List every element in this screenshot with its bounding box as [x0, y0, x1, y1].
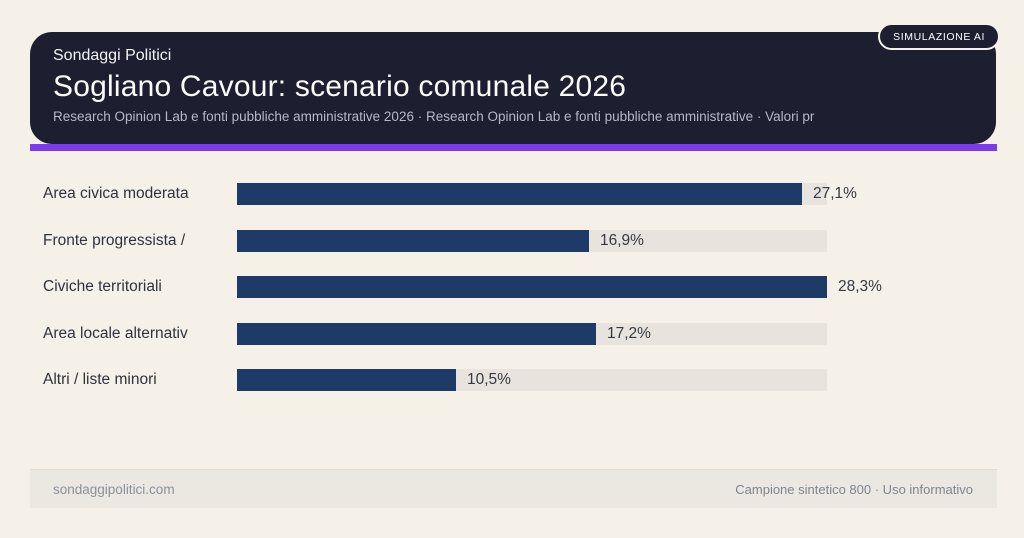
simulation-badge: SIMULAZIONE AI — [878, 23, 1000, 50]
bar-chart: Area civica moderata 27,1% Fronte progress… — [43, 183, 882, 391]
footer-website: sondaggipolitici.com — [53, 481, 175, 497]
bar-track: 27,1% — [237, 183, 857, 205]
bar-track: 16,9% — [237, 229, 827, 252]
bar — [237, 369, 456, 391]
footer-bar: sondaggipolitici.com Campione sintetico … — [30, 469, 997, 508]
bar-track: 28,3% — [237, 276, 882, 298]
category-label: Area civica moderata — [43, 185, 189, 202]
value-label: 27,1% — [813, 185, 857, 202]
value-label: 10,5% — [467, 371, 511, 388]
bar — [237, 322, 596, 345]
accent-divider — [30, 144, 997, 151]
chart-row: Civiche territoriali 28,3% — [43, 276, 882, 298]
bar — [237, 229, 589, 252]
chart-row: Area locale alternativ 17,2% — [43, 322, 827, 345]
page-title: Sogliano Cavour: scenario comunale 2026 — [53, 70, 627, 103]
category-label: Fronte progressista / — [43, 231, 186, 249]
value-label: 28,3% — [838, 278, 882, 295]
bar-track: 17,2% — [237, 322, 827, 345]
header-card: Sondaggi Politici Sogliano Cavour: scena… — [30, 32, 996, 144]
chart-row: Fronte progressista / 16,9% — [43, 229, 827, 252]
brand-kicker: Sondaggi Politici — [53, 47, 172, 64]
chart-row: Area civica moderata 27,1% — [43, 183, 857, 205]
category-label: Altri / liste minori — [43, 371, 157, 388]
bar — [237, 183, 802, 205]
bar — [237, 276, 827, 298]
category-label: Civiche territoriali — [43, 278, 162, 295]
source-subtitle: Research Opinion Lab e fonti pubbliche a… — [53, 109, 815, 124]
chart-row: Altri / liste minori 10,5% — [43, 369, 827, 391]
value-label: 16,9% — [600, 231, 644, 249]
category-label: Area locale alternativ — [43, 324, 188, 342]
value-label: 17,2% — [607, 324, 651, 342]
footer-sample-note: Campione sintetico 800 · Uso informativo — [735, 481, 973, 497]
bar-track: 10,5% — [237, 369, 827, 391]
